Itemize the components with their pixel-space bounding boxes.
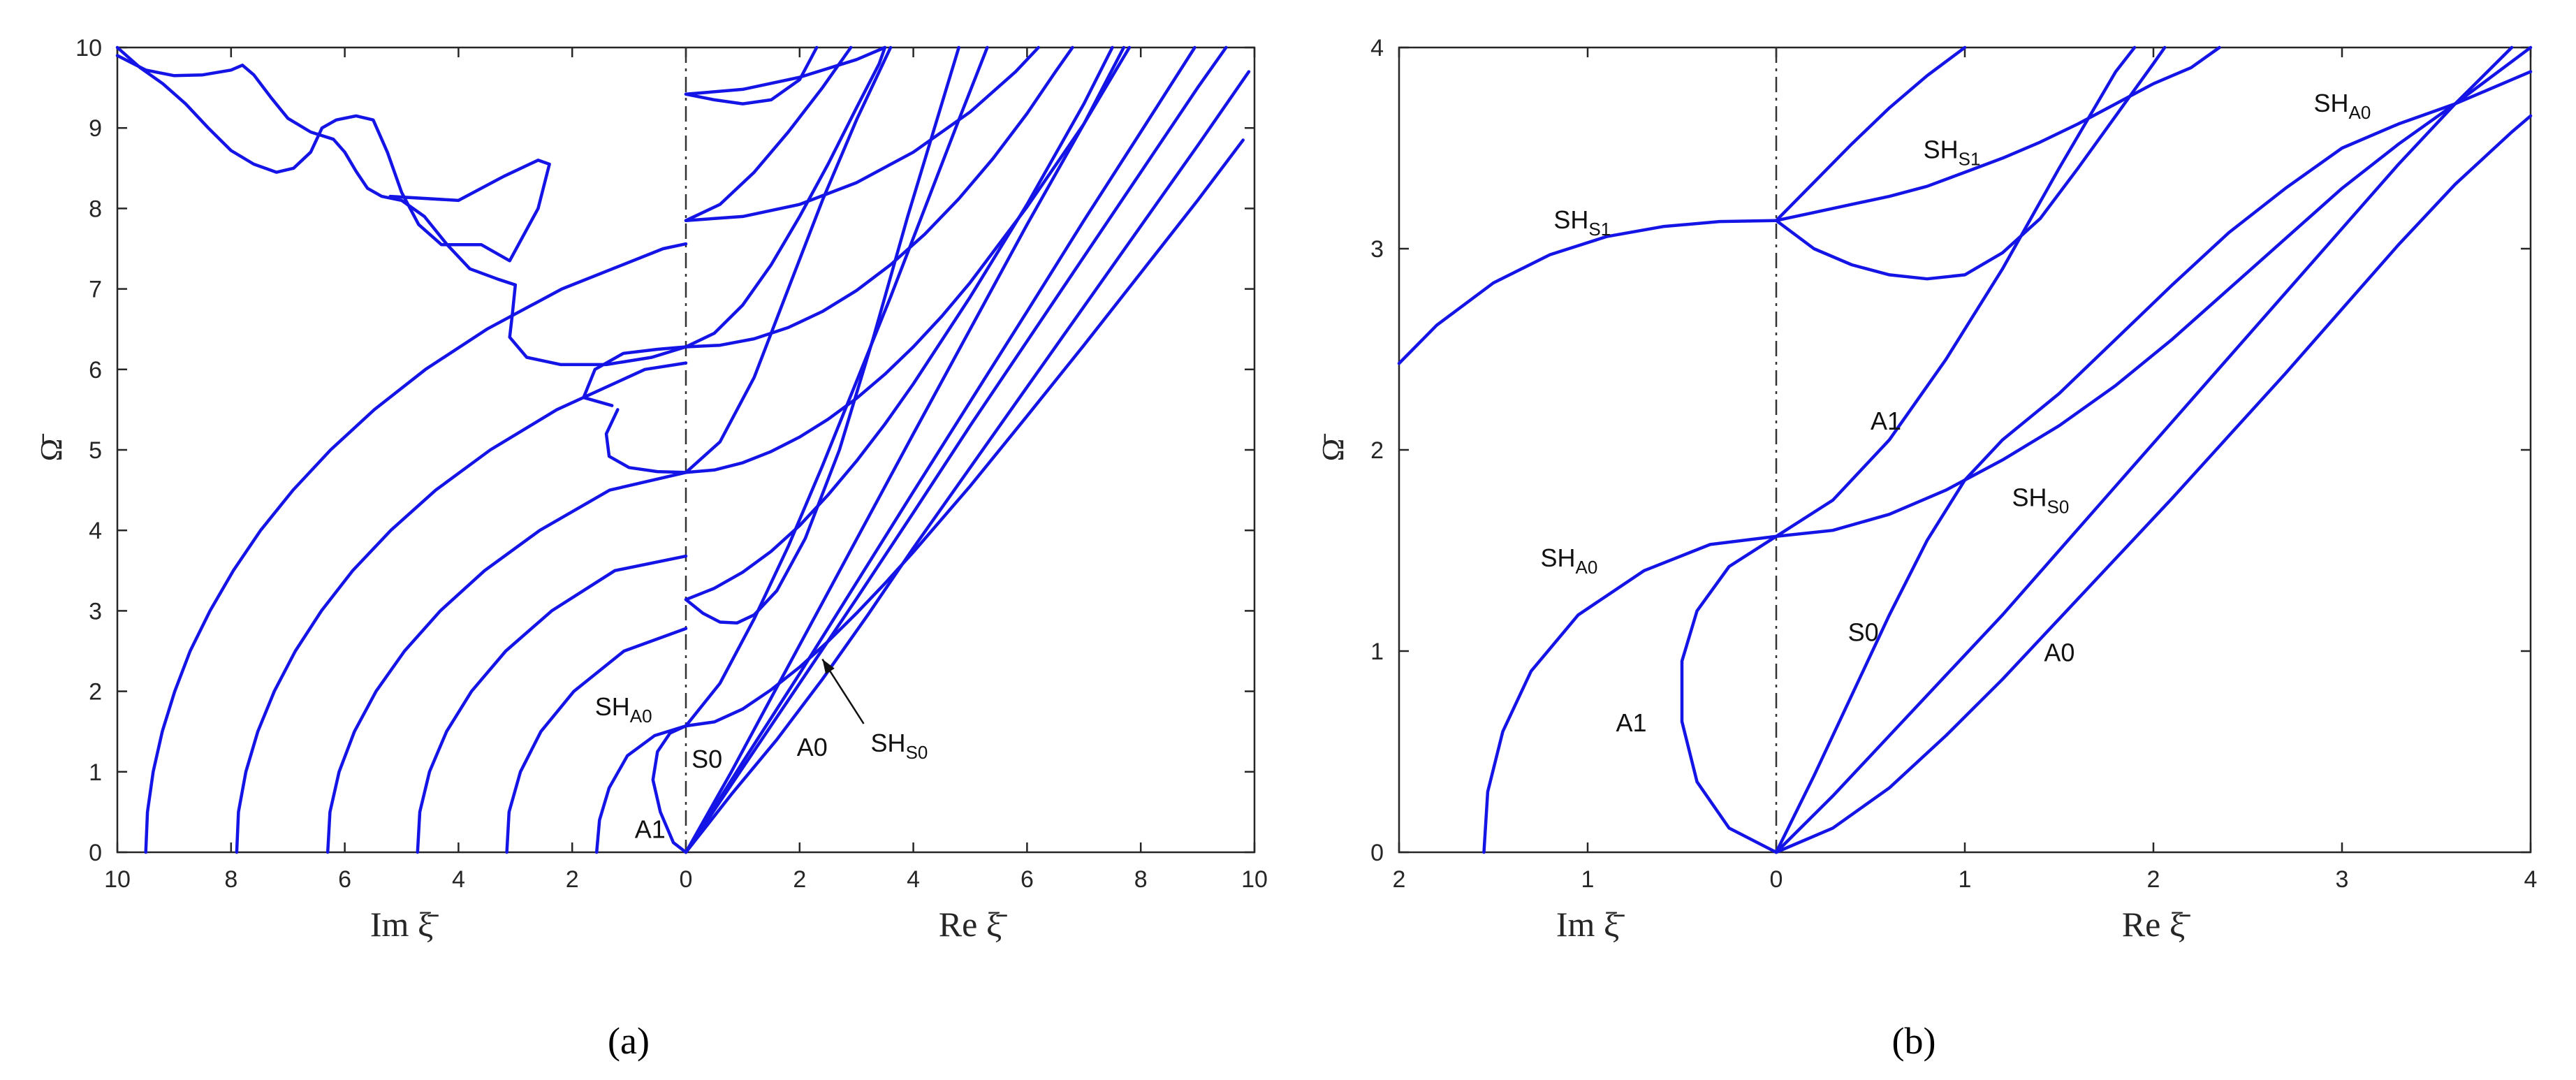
- x-tick-label: 4: [907, 866, 920, 893]
- series-line-6: [594, 724, 688, 854]
- series-line-3: [1774, 45, 1967, 222]
- annotation-label: S0: [691, 745, 722, 773]
- annotation-label: A0: [2044, 638, 2074, 666]
- y-tick-label: 1: [1370, 638, 1384, 665]
- x-axis-label-left: Im ξ̄: [1556, 905, 1625, 944]
- series-line-11: [1774, 114, 2533, 854]
- x-tick-label: 8: [224, 866, 237, 893]
- series-line-2: [1774, 45, 2221, 222]
- series-line-9: [684, 45, 989, 728]
- x-tick-label: 10: [1241, 866, 1268, 893]
- x-tick-label: 1: [1581, 866, 1595, 893]
- x-tick-label: 2: [2147, 866, 2160, 893]
- y-axis-label: Ω̄: [34, 434, 68, 462]
- y-tick-label: 1: [89, 759, 102, 786]
- series-line-17: [684, 45, 893, 474]
- series-line-4: [416, 554, 688, 854]
- y-tick-label: 0: [1370, 840, 1384, 866]
- x-tick-label: 2: [1393, 866, 1406, 893]
- series-line-8: [1774, 45, 2137, 539]
- series-line-2: [235, 361, 688, 854]
- x-tick-label: 2: [793, 866, 806, 893]
- x-tick-label: 0: [1770, 866, 1783, 893]
- x-tick-label: 0: [680, 866, 693, 893]
- series-line-6: [1680, 534, 1778, 854]
- series-line-26: [582, 345, 688, 400]
- y-tick-label: 2: [1370, 437, 1384, 464]
- caption-b: (b): [1892, 1020, 1936, 1062]
- x-tick-label: 2: [566, 866, 579, 893]
- series-line-15: [684, 45, 960, 625]
- series-line-20: [684, 45, 1040, 222]
- y-tick-label: 3: [1370, 236, 1384, 263]
- y-tick-label: 2: [89, 679, 102, 706]
- series-line-16: [684, 45, 1132, 474]
- x-tick-label: 1: [1959, 866, 1972, 893]
- y-tick-label: 6: [89, 357, 102, 384]
- annotation-label: SHA0: [595, 692, 652, 727]
- series-line-28: [582, 395, 614, 407]
- x-axis-label-right: Re ξ̄: [939, 905, 1007, 944]
- series-line-8: [684, 138, 1245, 728]
- series-line-19: [684, 45, 887, 349]
- x-tick-label: 10: [104, 866, 131, 893]
- series-line-5: [505, 627, 688, 854]
- annotation-label: A1: [635, 815, 666, 843]
- series-line-10: [1774, 45, 2514, 854]
- y-tick-label: 7: [89, 277, 102, 303]
- annotation-label: SHS0: [871, 729, 928, 763]
- series-line-12: [684, 45, 1196, 854]
- series-line-9: [1774, 70, 2533, 854]
- series-line-22: [684, 45, 887, 96]
- y-tick-label: 9: [89, 115, 102, 142]
- series-line-13: [684, 45, 1126, 854]
- y-tick-label: 5: [89, 437, 102, 464]
- y-axis-label: Ω̄: [1316, 434, 1350, 462]
- x-tick-label: 6: [1020, 866, 1034, 893]
- series-line-4: [1774, 45, 2167, 281]
- panel-b-chart: 2 1 0 1 2 3 4 0 1 2 3 4 Im ξ̄ Re ξ̄ Ω̄ SHS1 SHS1 SHA0 A1 SH…: [1316, 35, 2537, 944]
- annotation-label: SHA0: [1541, 543, 1598, 578]
- x-tick-label: 8: [1134, 866, 1148, 893]
- annotation-label: SHS0: [2012, 483, 2070, 518]
- series-line-5: [1482, 534, 1778, 854]
- x-axis-label-left: Im ξ̄: [370, 905, 439, 944]
- series-line-24: [115, 54, 688, 367]
- annotation-arrow-head: [822, 659, 835, 674]
- x-tick-label: 4: [2524, 866, 2538, 893]
- series-line-23: [684, 45, 819, 105]
- x-tick-label: 3: [2336, 866, 2349, 893]
- y-tick-label: 0: [89, 840, 102, 866]
- annotation-label: SHS1: [1553, 205, 1611, 240]
- x-tick-label: 6: [338, 866, 351, 893]
- caption-a: (a): [608, 1020, 650, 1062]
- annotation-label: A1: [1616, 708, 1647, 737]
- y-tick-label: 3: [89, 598, 102, 625]
- series-line-7: [1774, 45, 2533, 539]
- series-line-21: [684, 45, 853, 222]
- series-line-1: [144, 242, 688, 854]
- series-line-27: [604, 408, 688, 474]
- annotation-label: A0: [797, 733, 828, 761]
- y-tick-label: 4: [89, 518, 102, 544]
- series-line-10: [684, 70, 1251, 854]
- annotation-label: A1: [1871, 407, 1901, 435]
- y-tick-label: 4: [1370, 35, 1384, 61]
- series-line-7: [651, 724, 688, 854]
- y-tick-label: 8: [89, 196, 102, 222]
- series-line-25: [115, 45, 551, 263]
- series-line-18: [684, 45, 1074, 349]
- y-tick-label: 10: [75, 35, 102, 61]
- x-tick-label: 4: [452, 866, 465, 893]
- series-line-3: [325, 471, 688, 854]
- series-line-11: [684, 45, 1228, 854]
- annotation-label: SHS1: [1924, 135, 1981, 169]
- series-line-1: [1397, 219, 1778, 365]
- annotation-label: SHA0: [2314, 89, 2371, 123]
- annotation-label: S0: [1848, 618, 1879, 647]
- x-axis-label-right: Re ξ̄: [2122, 905, 2190, 944]
